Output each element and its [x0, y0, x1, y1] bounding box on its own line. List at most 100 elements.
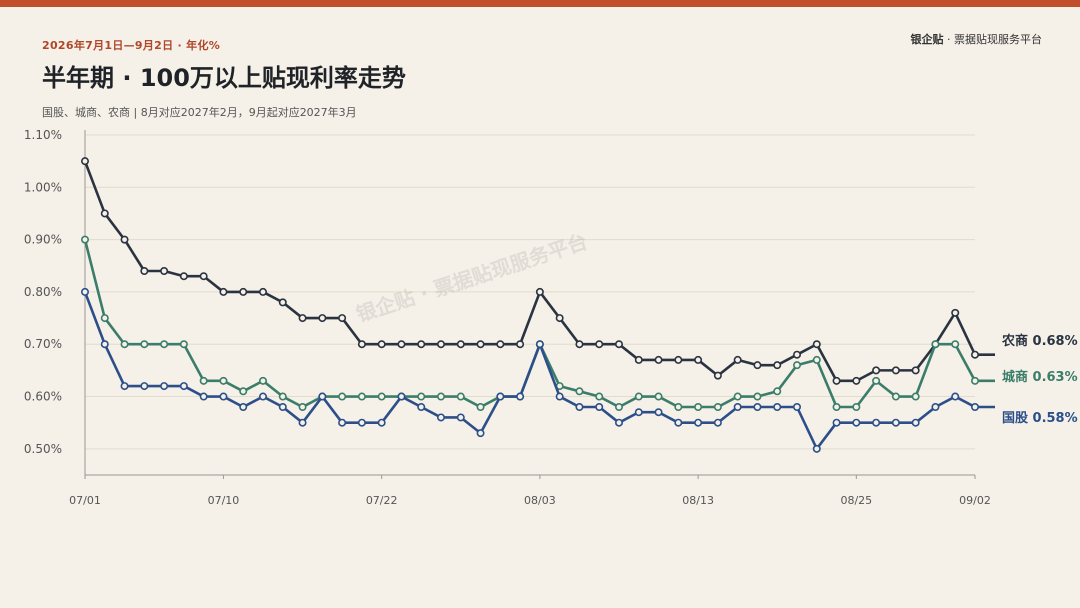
data-point — [634, 355, 643, 364]
data-point — [891, 418, 900, 427]
data-point — [496, 340, 505, 349]
data-point — [535, 340, 544, 349]
data-point — [179, 272, 188, 281]
data-point — [773, 361, 782, 370]
data-point — [179, 340, 188, 349]
data-point — [595, 340, 604, 349]
data-point — [713, 418, 722, 427]
data-point — [417, 340, 426, 349]
data-point — [911, 418, 920, 427]
data-point — [160, 266, 169, 275]
data-point — [160, 382, 169, 391]
data-point — [773, 402, 782, 411]
data-point — [931, 340, 940, 349]
data-point — [872, 418, 881, 427]
data-point — [258, 287, 267, 296]
data-point — [733, 392, 742, 401]
data-point — [832, 402, 841, 411]
data-point — [674, 418, 683, 427]
series-end-label: 农商 0.68% — [1001, 333, 1078, 349]
data-point — [476, 402, 485, 411]
data-point — [575, 387, 584, 396]
data-point — [338, 418, 347, 427]
data-point — [258, 392, 267, 401]
data-point — [199, 272, 208, 281]
data-point — [436, 413, 445, 422]
y-tick-label: 0.50% — [24, 442, 62, 456]
data-point — [812, 355, 821, 364]
data-point — [872, 376, 881, 385]
data-point — [654, 355, 663, 364]
data-point — [812, 340, 821, 349]
data-point — [773, 387, 782, 396]
data-point — [476, 429, 485, 438]
data-point — [555, 392, 564, 401]
data-point — [872, 366, 881, 375]
data-point — [970, 376, 979, 385]
data-point — [100, 209, 109, 218]
data-point — [278, 392, 287, 401]
data-point — [456, 392, 465, 401]
data-point — [476, 340, 485, 349]
data-point — [535, 287, 544, 296]
data-point — [614, 340, 623, 349]
data-point — [654, 408, 663, 417]
data-point — [100, 340, 109, 349]
data-point — [792, 402, 801, 411]
x-tick-label: 08/25 — [840, 494, 872, 507]
data-point — [120, 235, 129, 244]
data-point — [595, 402, 604, 411]
y-tick-label: 0.90% — [24, 233, 62, 247]
period-subtitle: 2026年7月1日—9月2日 · 年化% — [42, 39, 221, 52]
brand-name: 银企贴 — [910, 33, 944, 46]
data-point — [278, 402, 287, 411]
data-point — [357, 392, 366, 401]
brand-tagline: · 票据贴现服务平台 — [947, 33, 1042, 46]
data-point — [436, 392, 445, 401]
data-point — [832, 376, 841, 385]
top-accent-bar — [0, 0, 1080, 7]
data-point — [318, 314, 327, 323]
data-point — [338, 314, 347, 323]
data-point — [674, 402, 683, 411]
y-tick-label: 1.00% — [24, 180, 62, 194]
data-point — [694, 355, 703, 364]
data-point — [753, 392, 762, 401]
data-point — [278, 298, 287, 307]
data-point — [694, 402, 703, 411]
data-point — [852, 418, 861, 427]
data-point — [397, 392, 406, 401]
data-point — [733, 402, 742, 411]
data-point — [377, 418, 386, 427]
data-point — [931, 402, 940, 411]
data-point — [812, 444, 821, 453]
data-point — [456, 413, 465, 422]
chart-title: 半年期 · 100万以上贴现利率走势 — [42, 64, 406, 92]
data-point — [911, 366, 920, 375]
data-point — [911, 392, 920, 401]
data-point — [239, 402, 248, 411]
data-point — [120, 340, 129, 349]
brand: 银企贴 · 票据贴现服务平台 — [911, 31, 1043, 47]
data-point — [575, 402, 584, 411]
data-point — [219, 287, 228, 296]
data-point — [634, 408, 643, 417]
x-tick-label: 07/10 — [208, 494, 240, 507]
data-point — [357, 418, 366, 427]
data-point — [298, 314, 307, 323]
data-point — [140, 266, 149, 275]
data-point — [614, 402, 623, 411]
data-point — [179, 382, 188, 391]
chart-note: 国股、城商、农商 | 8月对应2027年2月，9月起对应2027年3月 — [42, 106, 357, 119]
data-point — [852, 402, 861, 411]
data-point — [417, 402, 426, 411]
data-point — [219, 392, 228, 401]
data-point — [792, 350, 801, 359]
data-point — [970, 350, 979, 359]
x-tick-label: 09/02 — [959, 494, 991, 507]
y-tick-label: 0.70% — [24, 337, 62, 351]
data-point — [891, 366, 900, 375]
data-point — [713, 402, 722, 411]
data-point — [753, 402, 762, 411]
